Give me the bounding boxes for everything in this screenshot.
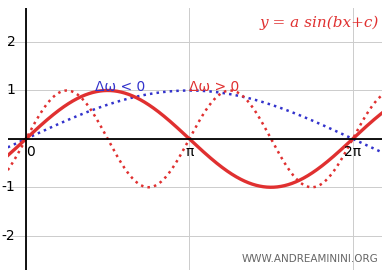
Text: 1: 1 [6, 84, 15, 98]
Text: -2: -2 [2, 229, 15, 243]
Text: 2π: 2π [344, 145, 361, 159]
Text: WWW.ANDREAMININI.ORG: WWW.ANDREAMININI.ORG [242, 254, 378, 264]
Text: y = a sin(bx+c): y = a sin(bx+c) [259, 16, 378, 31]
Text: π: π [185, 145, 193, 159]
Text: Δω < 0: Δω < 0 [95, 80, 145, 94]
Text: 2: 2 [7, 35, 15, 49]
Text: 0: 0 [26, 145, 35, 159]
Text: Δω > 0: Δω > 0 [189, 80, 239, 94]
Text: -1: -1 [2, 180, 15, 194]
